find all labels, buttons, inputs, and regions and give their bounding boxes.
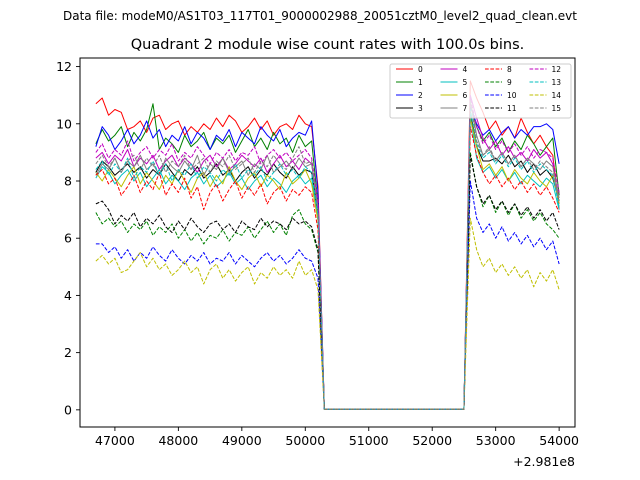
series-line-15 <box>95 100 560 410</box>
plot-lines <box>95 80 560 410</box>
legend-label-3: 3 <box>418 104 423 113</box>
x-tick-label: 51000 <box>349 433 389 448</box>
plot-frame <box>79 57 576 428</box>
x-tick-label: 48000 <box>158 433 198 448</box>
legend-label-12: 12 <box>552 65 562 74</box>
x-tick-label: 52000 <box>412 433 452 448</box>
legend-label-1: 1 <box>418 78 423 87</box>
x-offset-label: +2.981e8 <box>513 454 575 469</box>
series-line-11 <box>95 154 560 410</box>
y-tick-label: 0 <box>64 402 72 417</box>
chart-title: Quadrant 2 module wise count rates with … <box>131 37 525 53</box>
legend-frame <box>389 63 572 119</box>
legend-label-15: 15 <box>552 104 562 113</box>
legend-label-2: 2 <box>418 91 423 100</box>
figure-suptitle: Data file: modeM0/AS1T03_117T01_90000029… <box>63 9 577 23</box>
legend-label-8: 8 <box>507 65 512 74</box>
y-tick-label: 6 <box>64 231 72 246</box>
x-tick-label: 49000 <box>222 433 262 448</box>
x-tick-label: 50000 <box>285 433 325 448</box>
y-tick-label: 10 <box>56 116 72 131</box>
legend-label-14: 14 <box>552 91 562 100</box>
legend-label-6: 6 <box>463 91 468 100</box>
legend-label-11: 11 <box>507 104 517 113</box>
legend-label-4: 4 <box>463 65 468 74</box>
legend-label-13: 13 <box>552 78 562 87</box>
legend-label-0: 0 <box>418 65 423 74</box>
y-axis: 0 2 4 6 8 10 12 <box>56 59 80 417</box>
y-tick-label: 4 <box>64 288 72 303</box>
legend-label-7: 7 <box>463 104 468 113</box>
x-axis: 47000 48000 49000 50000 51000 52000 53000 54000 <box>95 427 579 448</box>
legend-label-5: 5 <box>463 78 468 87</box>
legend-label-9: 9 <box>507 78 512 87</box>
x-tick-label: 53000 <box>476 433 516 448</box>
y-tick-label: 12 <box>56 59 72 74</box>
y-tick-label: 8 <box>64 174 72 189</box>
x-tick-label: 47000 <box>95 433 135 448</box>
y-tick-label: 2 <box>64 345 72 360</box>
x-tick-label: 54000 <box>539 433 579 448</box>
legend-label-10: 10 <box>507 91 517 100</box>
